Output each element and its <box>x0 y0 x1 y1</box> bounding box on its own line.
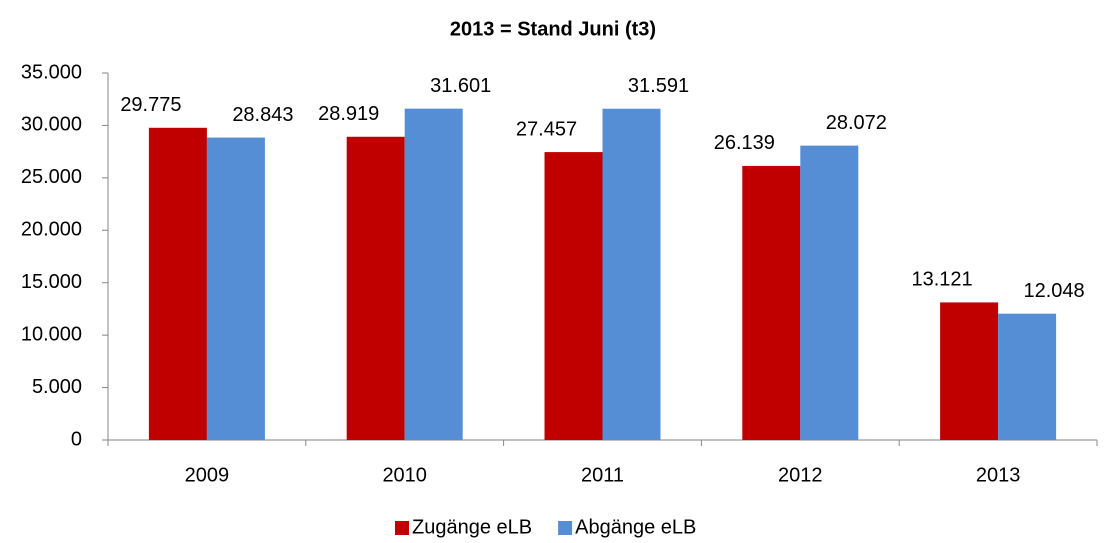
bar <box>742 165 801 440</box>
y-tick-label: 10.000 <box>21 323 82 345</box>
data-label: 28.843 <box>232 104 293 126</box>
bar <box>544 152 603 440</box>
data-label: 31.601 <box>430 75 491 97</box>
bar <box>346 136 405 441</box>
bar <box>998 313 1057 440</box>
bar <box>800 145 859 441</box>
data-label: 29.775 <box>120 94 181 116</box>
data-label: 12.048 <box>1024 280 1085 302</box>
bar <box>940 302 999 440</box>
data-label: 26.139 <box>714 132 775 154</box>
legend-label: Zugänge eLB <box>412 516 532 538</box>
y-tick-label: 20.000 <box>21 219 82 241</box>
y-tick-label: 30.000 <box>21 114 82 136</box>
data-label: 28.919 <box>318 103 379 125</box>
bar <box>206 137 265 440</box>
y-tick-label: 5.000 <box>32 376 82 398</box>
legend-label: Abgänge eLB <box>575 516 696 538</box>
y-tick-label: 15.000 <box>21 271 82 293</box>
y-tick-label: 35.000 <box>21 61 82 83</box>
bar <box>404 108 463 441</box>
bar <box>148 127 207 441</box>
data-label: 27.457 <box>516 118 577 140</box>
data-label: 31.591 <box>628 75 689 97</box>
bar <box>602 108 661 441</box>
legend-swatch <box>395 521 409 535</box>
y-tick-label: 0 <box>71 428 82 450</box>
x-tick-label: 2009 <box>185 464 230 486</box>
chart-title: 2013 = Stand Juni (t3) <box>450 18 656 40</box>
y-tick-label: 25.000 <box>21 166 82 188</box>
data-label: 28.072 <box>826 112 887 134</box>
x-tick-label: 2011 <box>581 464 624 486</box>
data-label: 13.121 <box>912 269 973 291</box>
x-tick-label: 2013 <box>976 464 1021 486</box>
legend-swatch <box>558 521 573 535</box>
x-tick-label: 2010 <box>382 464 427 486</box>
x-tick-label: 2012 <box>778 464 823 486</box>
